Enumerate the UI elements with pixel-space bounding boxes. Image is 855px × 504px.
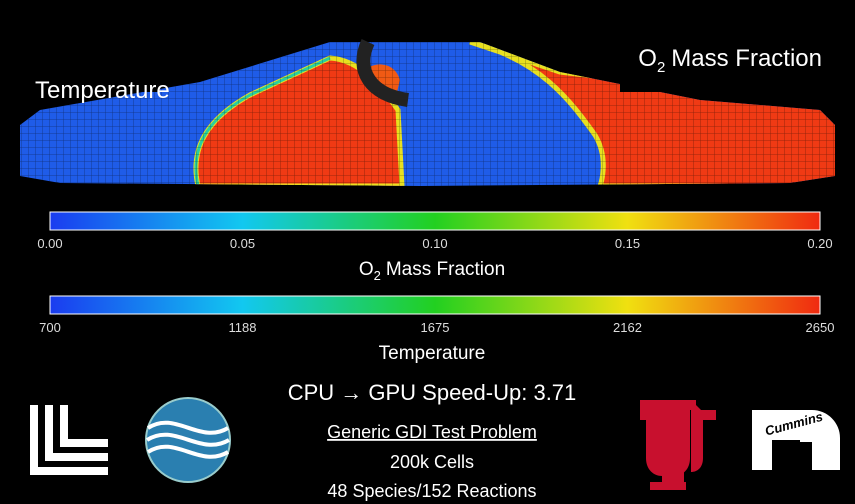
injector <box>356 39 410 107</box>
problem-line: 48 Species/152 Reactions <box>327 481 536 501</box>
label-sub: 2 <box>657 59 665 76</box>
colorbar-tick: 0.20 <box>807 236 832 251</box>
colorbar-label: O2 Mass Fraction <box>359 259 505 283</box>
label-part: Temperature <box>379 343 486 364</box>
colorbar-tick: 2162 <box>613 320 642 335</box>
problem-line: 200k Cells <box>390 452 474 472</box>
colorbar-tick: 2650 <box>806 320 835 335</box>
label-part: Mass Fraction <box>671 45 822 72</box>
colorbar-tick: 1188 <box>229 320 257 335</box>
label-backdrop <box>20 70 160 92</box>
colorbar <box>49 211 821 231</box>
label-part: Mass Fraction <box>386 259 505 280</box>
label-part: 2 <box>374 268 381 283</box>
colorbar-tick: 0.00 <box>37 236 62 251</box>
left-label: Temperature <box>35 77 170 104</box>
circle-logo <box>145 397 231 483</box>
colorbars: 0.00 0.05 0.10 0.15 0.20 O2 Mass Fraction 700 11… <box>37 211 835 364</box>
problem-title: Generic GDI Test Problem <box>327 422 537 442</box>
colorbar-tick: 0.15 <box>615 236 640 251</box>
colorbar-tick: 1675 <box>421 320 450 335</box>
llnl-logo <box>30 405 108 475</box>
label-part: O <box>638 45 657 72</box>
iu-logo <box>640 400 716 490</box>
right-label: O2 Mass Fraction <box>638 45 822 76</box>
colorbar-tick: 700 <box>39 320 61 335</box>
colorbar <box>49 295 821 315</box>
label-backdrop <box>620 70 820 92</box>
colorbar-tick: 0.05 <box>230 236 255 251</box>
label-part: O <box>359 259 374 280</box>
colorbar-label: Temperature <box>379 343 486 364</box>
cummins-logo: Cummins <box>752 409 840 470</box>
speedup: CPU → GPU Speed-Up: 3.71 <box>288 380 577 405</box>
colorbar-tick: 0.10 <box>422 236 447 251</box>
